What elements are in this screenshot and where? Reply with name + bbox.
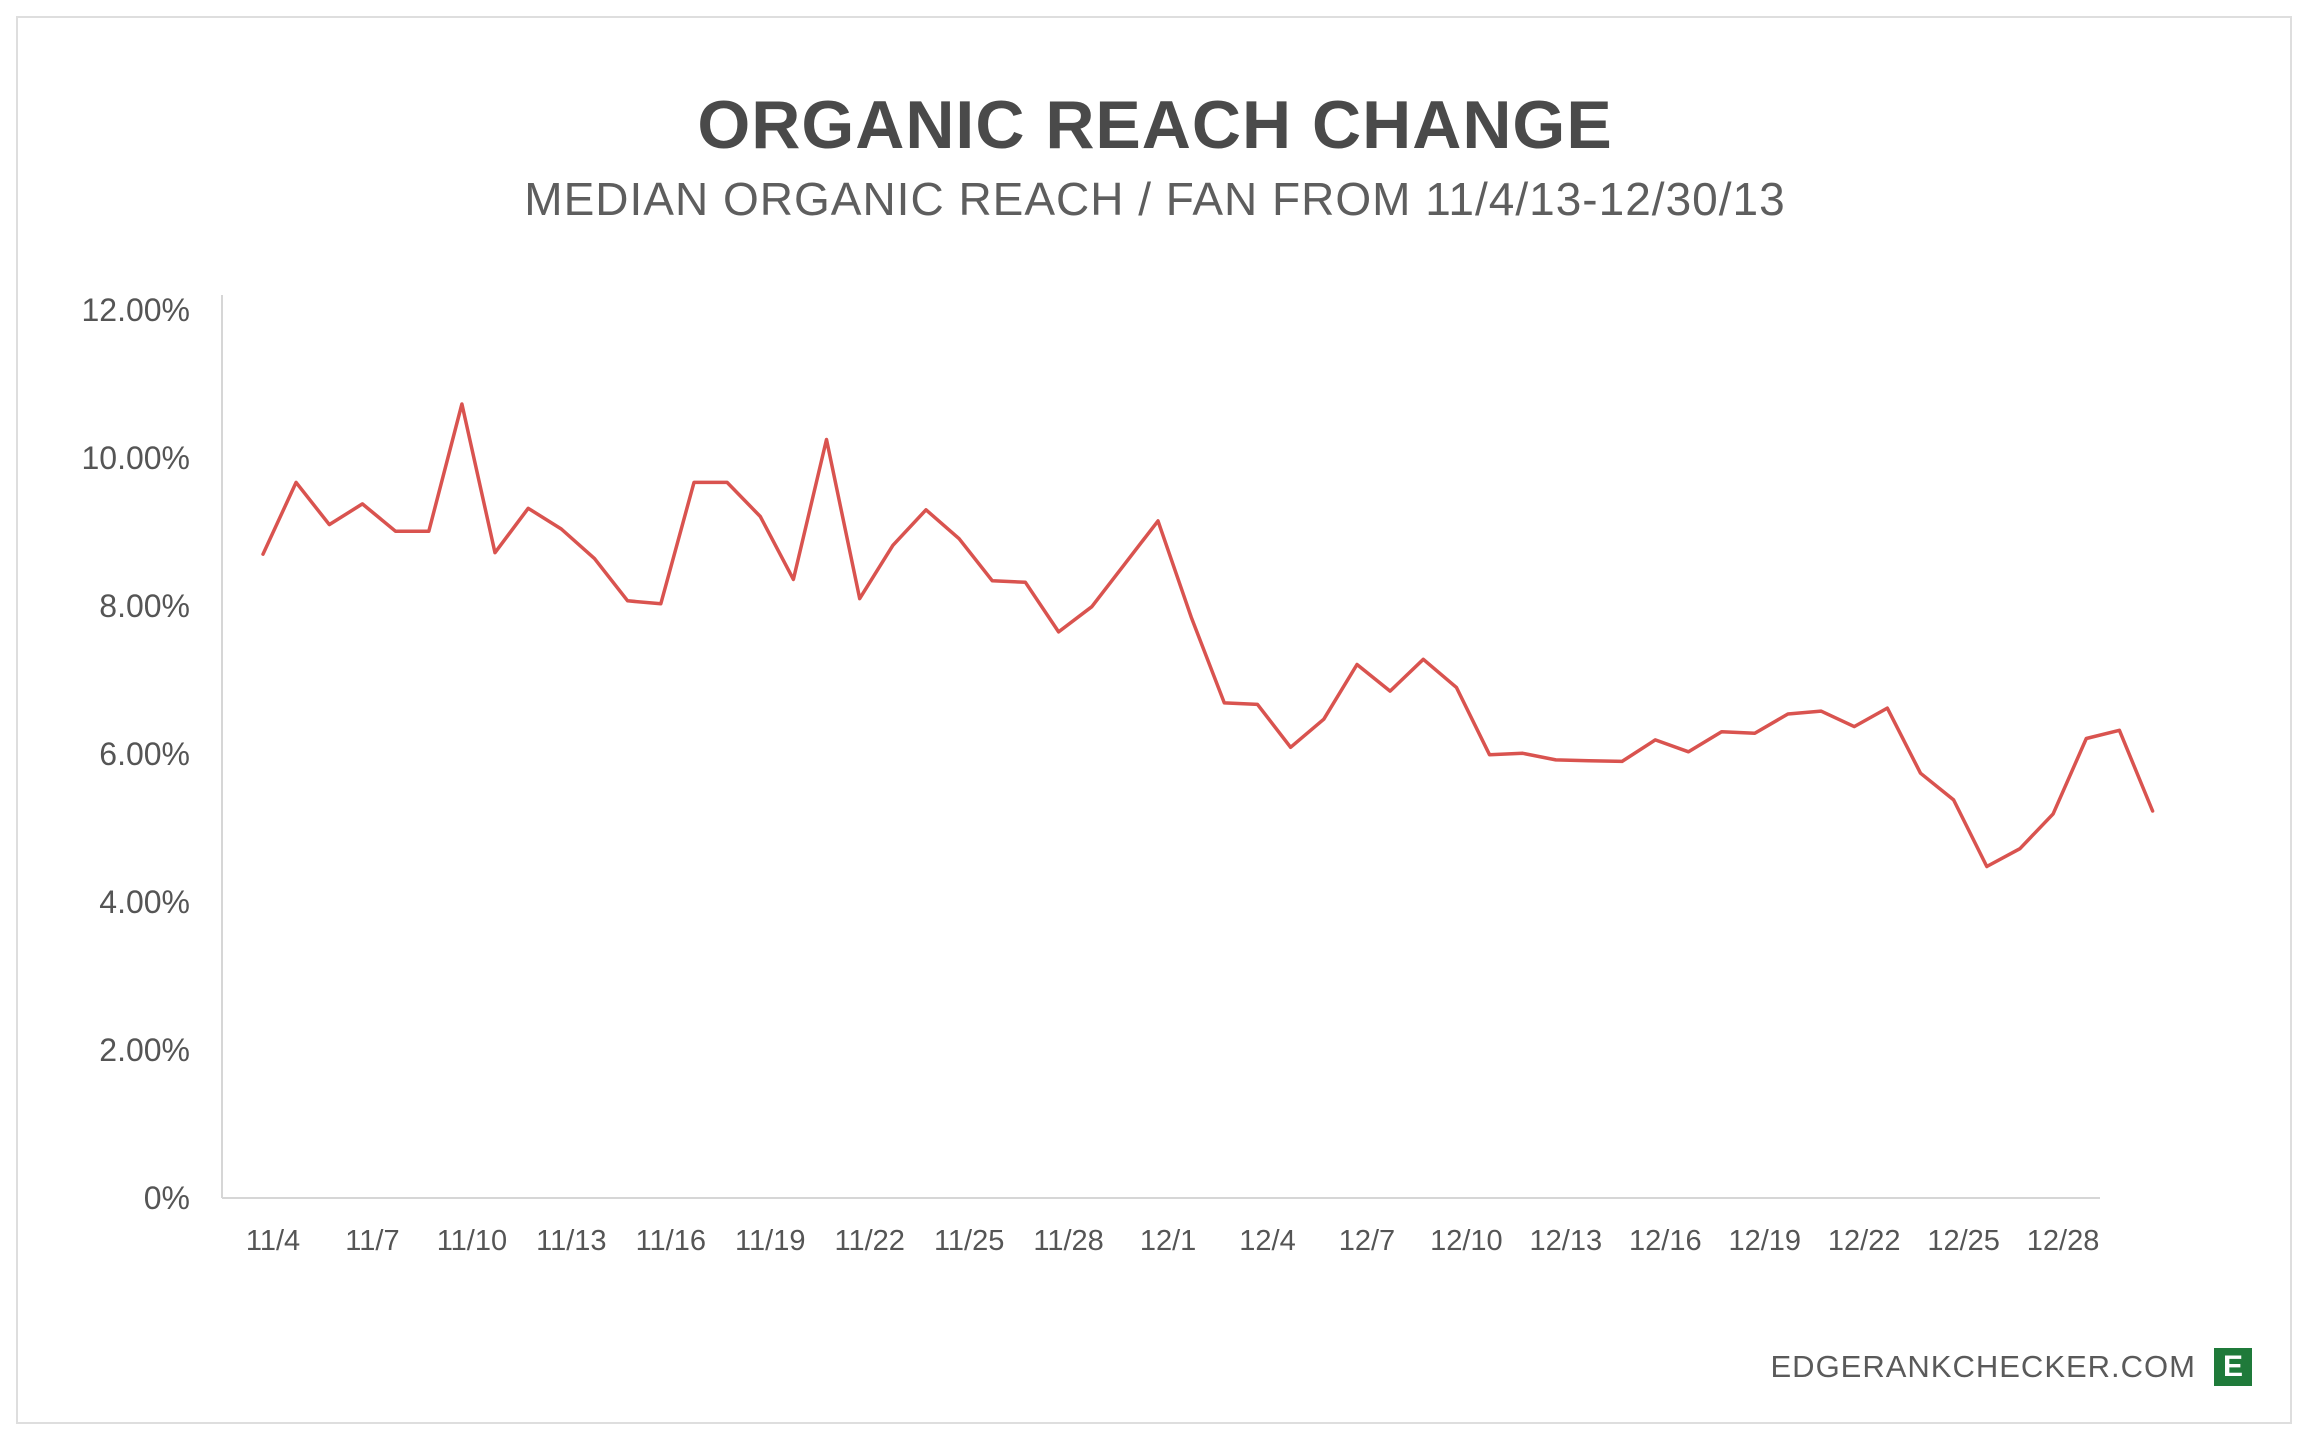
x-tick-label: 12/4 xyxy=(1239,1225,1295,1257)
data-point xyxy=(923,507,929,513)
x-tick-label: 11/25 xyxy=(934,1225,1004,1257)
x-tick-label: 12/22 xyxy=(1828,1225,1901,1257)
data-point xyxy=(1752,730,1758,736)
data-point xyxy=(1685,749,1691,755)
data-point xyxy=(1288,744,1294,750)
data-point xyxy=(1321,716,1327,722)
x-tick-label: 11/19 xyxy=(735,1225,805,1257)
data-point xyxy=(824,437,830,443)
data-point xyxy=(2116,727,2122,733)
data-point xyxy=(1420,656,1426,662)
data-point xyxy=(558,526,564,532)
data-point xyxy=(757,513,763,519)
data-point xyxy=(625,598,631,604)
data-point xyxy=(1785,711,1791,717)
data-point xyxy=(592,556,598,562)
brand-logo-icon: E xyxy=(2214,1348,2252,1386)
data-point xyxy=(691,479,697,485)
data-point xyxy=(1487,752,1493,758)
x-tick-label: 12/16 xyxy=(1629,1225,1702,1257)
data-point xyxy=(1022,579,1028,585)
x-tick-label: 12/25 xyxy=(1927,1225,2000,1257)
data-point xyxy=(1719,729,1725,735)
x-tick-label: 12/7 xyxy=(1339,1225,1395,1257)
y-tick-label: 12.00% xyxy=(81,292,190,328)
data-point xyxy=(2150,808,2156,814)
data-point xyxy=(2017,846,2023,852)
data-point xyxy=(1155,518,1161,524)
data-point xyxy=(1122,561,1128,567)
data-point xyxy=(492,550,498,556)
data-point xyxy=(1586,758,1592,764)
x-tick-label: 11/10 xyxy=(437,1225,507,1257)
data-point xyxy=(1918,770,1924,776)
x-tick-label: 11/28 xyxy=(1033,1225,1103,1257)
data-point xyxy=(326,522,332,528)
data-point xyxy=(2083,735,2089,741)
x-tick-label: 11/22 xyxy=(834,1225,904,1257)
data-point xyxy=(1387,688,1393,694)
data-point xyxy=(1520,750,1526,756)
data-point xyxy=(1089,604,1095,610)
data-point xyxy=(989,578,995,584)
data-point xyxy=(1221,700,1227,706)
data-point xyxy=(1619,758,1625,764)
data-point xyxy=(1851,724,1857,730)
data-point xyxy=(1056,629,1062,635)
data-point xyxy=(1188,614,1194,620)
x-tick-label: 12/10 xyxy=(1430,1225,1503,1257)
chart-frame xyxy=(16,16,2292,1424)
brand-website-link[interactable]: EDGERANKCHECKER.COM xyxy=(1770,1349,2196,1384)
data-point xyxy=(359,501,365,507)
x-tick-label: 12/28 xyxy=(2027,1225,2100,1257)
data-point xyxy=(1553,757,1559,763)
data-point xyxy=(790,576,796,582)
data-point xyxy=(1453,684,1459,690)
data-point xyxy=(459,401,465,407)
series-line-organic-reach xyxy=(261,402,2155,869)
data-point xyxy=(724,479,730,485)
y-tick-label: 4.00% xyxy=(99,884,190,920)
data-point xyxy=(260,551,266,557)
y-tick-label: 2.00% xyxy=(99,1032,190,1068)
data-point xyxy=(1255,701,1261,707)
data-point xyxy=(525,505,531,511)
brand-footer[interactable]: EDGERANKCHECKER.COM E xyxy=(1770,1348,2252,1386)
y-tick-label: 10.00% xyxy=(81,440,190,476)
y-tick-label: 6.00% xyxy=(99,736,190,772)
data-point xyxy=(426,528,432,534)
x-tick-label: 11/7 xyxy=(345,1225,399,1257)
data-point xyxy=(857,596,863,602)
chart-subtitle: MEDIAN ORGANIC REACH / FAN FROM 11/4/13-… xyxy=(524,173,1786,225)
data-point xyxy=(1884,705,1890,711)
data-point xyxy=(890,542,896,548)
data-point xyxy=(393,528,399,534)
x-tick-label: 11/4 xyxy=(246,1225,300,1257)
data-point xyxy=(1652,737,1658,743)
data-point xyxy=(1354,661,1360,667)
x-tick-label: 12/13 xyxy=(1530,1225,1603,1257)
y-tick-label: 8.00% xyxy=(99,588,190,624)
data-point xyxy=(956,536,962,542)
chart-title: ORGANIC REACH CHANGE xyxy=(697,87,1613,163)
x-tick-label: 11/13 xyxy=(536,1225,606,1257)
y-tick-label: 0% xyxy=(144,1180,190,1216)
data-point xyxy=(1951,797,1957,803)
x-tick-label: 11/16 xyxy=(636,1225,706,1257)
data-point xyxy=(293,479,299,485)
data-point xyxy=(1984,863,1990,869)
x-tick-label: 12/1 xyxy=(1140,1225,1196,1257)
data-point xyxy=(2050,811,2056,817)
data-point xyxy=(658,601,664,607)
x-tick-label: 12/19 xyxy=(1728,1225,1801,1257)
data-point xyxy=(1818,708,1824,714)
